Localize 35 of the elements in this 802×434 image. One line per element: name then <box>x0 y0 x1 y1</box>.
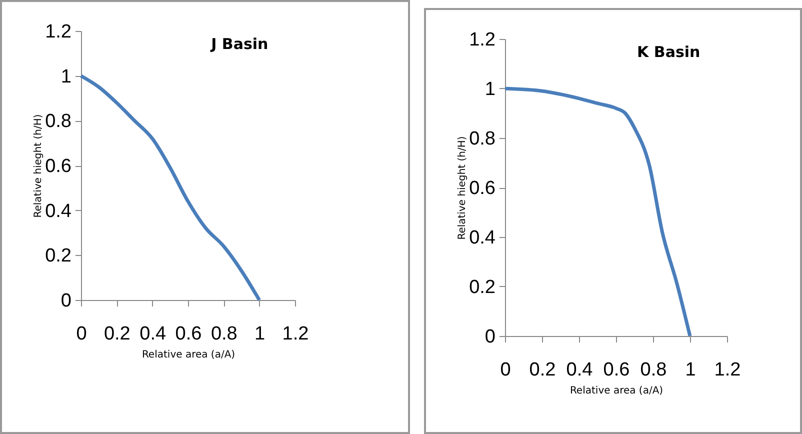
x-tick-label: 0.2 <box>529 360 556 380</box>
y-tick-label: 0 <box>60 290 72 312</box>
y-axis-title: Relative hieght (h/H) <box>457 136 468 240</box>
y-tick-label: 0.6 <box>45 156 72 177</box>
x-axis-title: Relative area (a/A) <box>142 350 236 360</box>
x-tick-label: 1.2 <box>282 324 309 344</box>
x-tick-label: 0.4 <box>140 324 166 344</box>
x-tick-label: 0 <box>76 324 87 344</box>
x-tick-label: 0 <box>500 360 511 380</box>
chart-title: J Basin <box>210 35 268 53</box>
x-tick-label: 0.4 <box>566 360 594 380</box>
line-series <box>503 86 692 338</box>
x-tick-label: 0.6 <box>175 324 202 344</box>
x-tick-label: 1.2 <box>714 360 741 380</box>
x-tick-label: 0.6 <box>603 360 630 380</box>
y-tick-label: 1.2 <box>45 22 72 42</box>
y-tick-label: 1 <box>484 79 496 100</box>
y-tick-label: 1 <box>60 66 72 88</box>
x-tick-label: 0.8 <box>210 324 238 344</box>
x-tick-label: 1 <box>685 360 696 380</box>
y-tick-label: 0.8 <box>469 128 496 150</box>
y-tick-label: 0.4 <box>469 228 496 248</box>
y-tick-label: 1.2 <box>469 30 496 50</box>
y-tick-label: 0.2 <box>45 246 72 267</box>
chart-title: K Basin <box>637 43 700 61</box>
y-tick-label: 0.8 <box>45 111 72 132</box>
x-axis-title: Relative area (a/A) <box>570 386 664 396</box>
x-tick-label: 0.2 <box>104 324 130 344</box>
y-axis-title: Relative hieght (h/H) <box>33 114 44 218</box>
x-tick-label: 0.8 <box>640 360 667 380</box>
x-tick-label: 1 <box>254 324 266 344</box>
y-tick-label: 0.2 <box>469 277 496 298</box>
y-tick-label: 0.6 <box>469 178 496 199</box>
y-tick-label: 0.4 <box>45 200 72 222</box>
line-series <box>79 74 262 302</box>
